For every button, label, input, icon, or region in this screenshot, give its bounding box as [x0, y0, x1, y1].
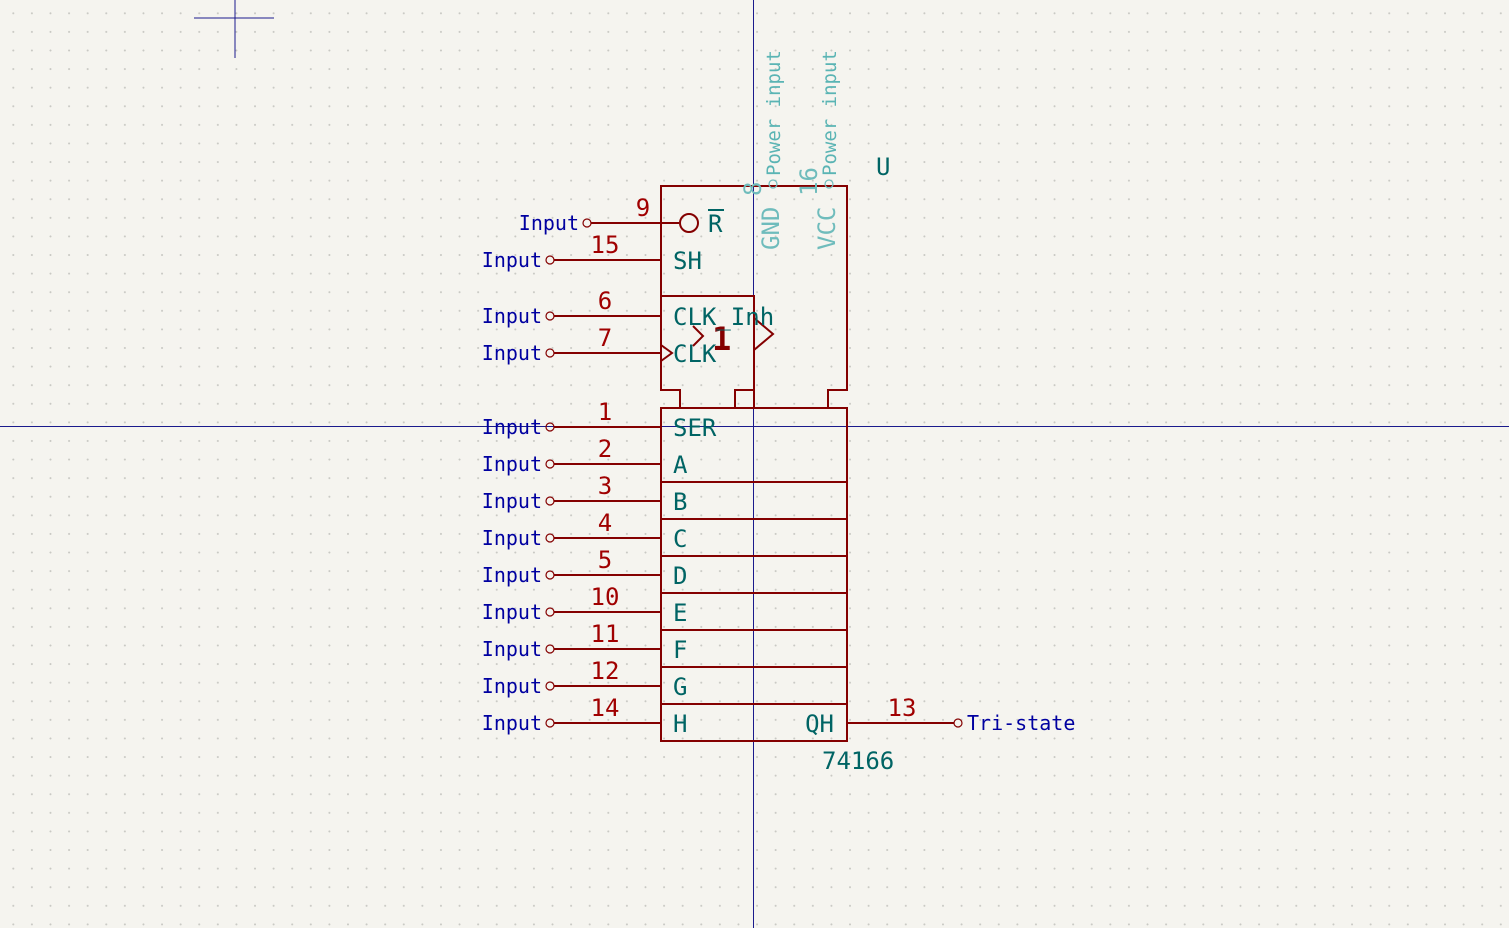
pin-name: E — [673, 599, 687, 627]
pin-endpoint-icon — [545, 718, 555, 728]
left-pins: 9RInput15SHInput6CLK_InhInput7CLKInput1S… — [482, 194, 774, 738]
pin-number: 13 — [888, 694, 917, 722]
inversion-bubble-icon — [679, 213, 699, 233]
pin-electrical-type: Input — [482, 526, 542, 550]
pin-number: 10 — [591, 583, 620, 611]
pin-electrical-type: Input — [482, 248, 542, 272]
clock-block-arrow-icon — [692, 325, 705, 347]
pin-14[interactable]: 14 H Input — [482, 694, 688, 738]
pin-endpoint-icon — [545, 348, 555, 358]
pin-electrical-type: Input — [482, 674, 542, 698]
pin-electrical-type: Power input — [819, 50, 841, 176]
pin-number: 1 — [598, 398, 612, 426]
pin-endpoint-icon — [545, 607, 555, 617]
pin-electrical-type: Input — [482, 304, 542, 328]
origin-marker — [194, 0, 274, 58]
pin-name: B — [673, 488, 687, 516]
pin-electrical-type: Input — [482, 489, 542, 513]
pin-name: SH — [673, 247, 702, 275]
pin-2[interactable]: 2 A Input — [482, 435, 688, 479]
pin-number: 2 — [598, 435, 612, 463]
pin-electrical-type: Input — [519, 211, 579, 235]
pin-3[interactable]: 3 B Input — [482, 472, 688, 516]
pin-number: 5 — [598, 546, 612, 574]
pin-electrical-type: Input — [482, 563, 542, 587]
pin-endpoint-icon — [545, 533, 555, 543]
pin-12[interactable]: 12 G Input — [482, 657, 688, 701]
pin-number: 3 — [598, 472, 612, 500]
pin-11[interactable]: 11 F Input — [482, 620, 688, 664]
pin-endpoint-icon — [824, 179, 834, 189]
pin-endpoint-icon — [582, 218, 592, 228]
clock-input-icon — [660, 344, 674, 362]
pin-electrical-type: Input — [482, 711, 542, 735]
pin-6[interactable]: 6 CLK_Inh Input — [482, 287, 774, 331]
pin-15[interactable]: 15 SH Input — [482, 231, 702, 275]
pin-electrical-type: Input — [482, 415, 542, 439]
pin-name: A — [673, 451, 688, 479]
pin-electrical-type: Input — [482, 452, 542, 476]
pin-electrical-type: Input — [482, 637, 542, 661]
pin-name: D — [673, 562, 687, 590]
pin-9[interactable]: 9 R Input — [519, 194, 724, 238]
pin-7[interactable]: 7 CLK Input — [482, 324, 717, 368]
pin-4[interactable]: 4 C Input — [482, 509, 688, 553]
pin-endpoint-icon — [953, 718, 963, 728]
pin-electrical-type: Input — [482, 341, 542, 365]
pin-endpoint-icon — [545, 496, 555, 506]
symbol-body[interactable] — [660, 185, 848, 742]
pin-number: 16 — [795, 167, 823, 196]
pin-number: 9 — [636, 194, 650, 222]
pin-endpoint-icon — [545, 459, 555, 469]
pin-name: F — [673, 636, 687, 664]
pin-endpoint-icon — [545, 570, 555, 580]
power-pin-vcc[interactable]: Power input VCC 16 — [795, 50, 841, 250]
pin-endpoint-icon — [545, 644, 555, 654]
pin-number: 12 — [591, 657, 620, 685]
pin-name: QH — [805, 710, 834, 738]
pin-name: H — [673, 710, 687, 738]
pin-number: 7 — [598, 324, 612, 352]
pin-name: G — [673, 673, 687, 701]
pin-endpoint-icon — [545, 311, 555, 321]
pin-1[interactable]: 1 SER Input — [482, 398, 717, 442]
pin-name: VCC — [813, 207, 841, 250]
pin-number: 11 — [591, 620, 620, 648]
component-value[interactable]: 74166 — [822, 747, 894, 775]
clock-block-label: 1 — [712, 320, 731, 358]
pin-electrical-type: Power input — [763, 50, 785, 176]
pin-endpoint-icon — [545, 422, 555, 432]
pin-endpoint-icon — [545, 681, 555, 691]
power-pin-gnd[interactable]: Power input GND 8 — [739, 50, 785, 250]
pin-electrical-type: Input — [482, 600, 542, 624]
pin-name: C — [673, 525, 687, 553]
pin-13[interactable]: 13 QH Tri-state — [805, 694, 1075, 738]
pin-name: CLK_Inh — [673, 303, 774, 331]
pin-number: 8 — [739, 182, 767, 196]
pin-name: R — [708, 210, 723, 238]
pin-name: GND — [757, 207, 785, 250]
pin-10[interactable]: 10 E Input — [482, 583, 688, 627]
pin-number: 14 — [591, 694, 620, 722]
pin-name: CLK — [673, 340, 717, 368]
right-pins: 13 QH Tri-state — [805, 694, 1075, 738]
pin-number: 4 — [598, 509, 612, 537]
pin-endpoint-icon — [768, 179, 778, 189]
pin-number: 15 — [591, 231, 620, 259]
pin-electrical-type: Tri-state — [967, 711, 1075, 735]
pin-name: SER — [673, 414, 717, 442]
pin-number: 6 — [598, 287, 612, 315]
reference-designator[interactable]: U — [876, 153, 890, 181]
power-pins: Power input GND 8 Power input VCC 16 — [739, 50, 841, 250]
pin-endpoint-icon — [545, 255, 555, 265]
pin-5[interactable]: 5 D Input — [482, 546, 688, 590]
